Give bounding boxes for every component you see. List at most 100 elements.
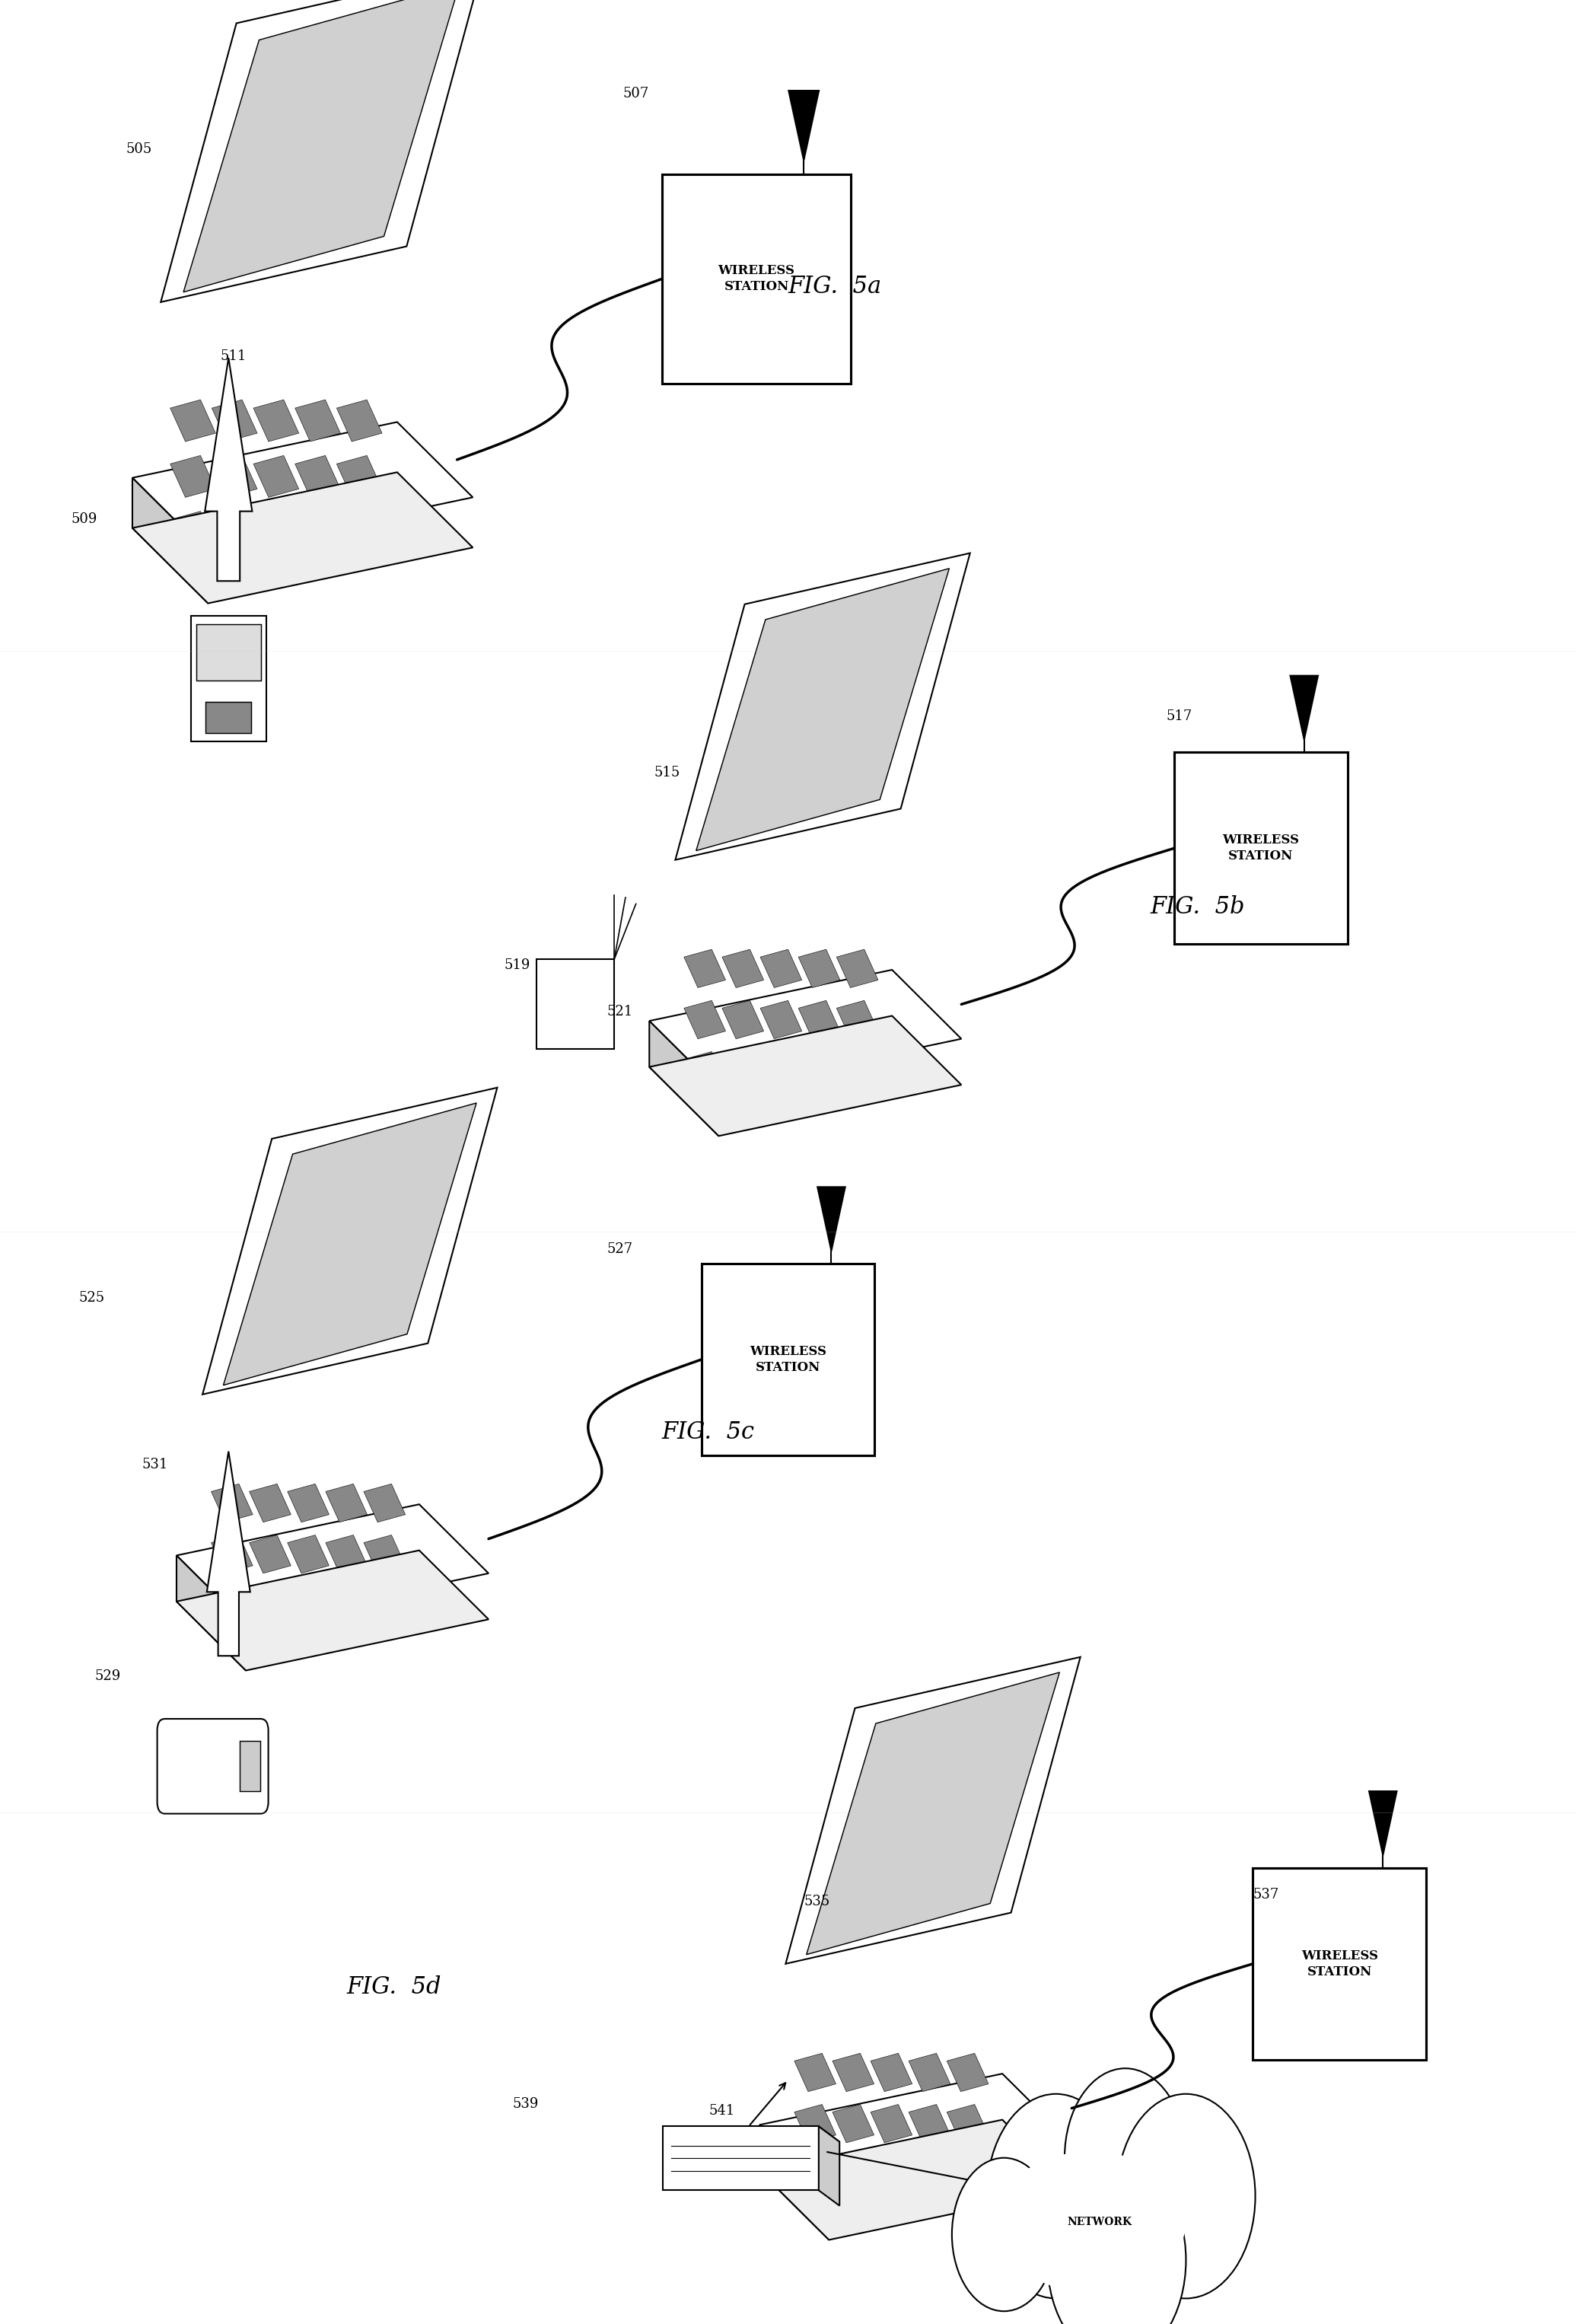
Text: 541: 541 <box>709 2103 736 2117</box>
Polygon shape <box>662 2126 840 2143</box>
Text: 509: 509 <box>71 511 98 525</box>
Polygon shape <box>870 2157 913 2194</box>
Text: 527: 527 <box>607 1241 632 1255</box>
Polygon shape <box>337 511 381 553</box>
Text: NETWORK: NETWORK <box>1067 2217 1132 2226</box>
Polygon shape <box>760 2124 829 2240</box>
Polygon shape <box>697 569 949 851</box>
Polygon shape <box>211 1585 252 1624</box>
Circle shape <box>987 2094 1125 2298</box>
Polygon shape <box>295 400 340 442</box>
Polygon shape <box>909 2106 950 2143</box>
Text: 537: 537 <box>1253 1887 1280 1901</box>
Text: WIRELESS
STATION: WIRELESS STATION <box>719 265 794 293</box>
Polygon shape <box>684 999 725 1039</box>
Polygon shape <box>202 1088 496 1394</box>
Polygon shape <box>337 400 381 442</box>
Polygon shape <box>820 2126 840 2205</box>
Polygon shape <box>837 999 878 1039</box>
Polygon shape <box>722 999 764 1039</box>
Polygon shape <box>211 1536 252 1573</box>
Text: 525: 525 <box>79 1290 104 1304</box>
Polygon shape <box>1370 1792 1396 1855</box>
Polygon shape <box>177 1550 489 1671</box>
Polygon shape <box>909 2157 950 2194</box>
Polygon shape <box>832 2157 875 2194</box>
Polygon shape <box>211 511 257 553</box>
Polygon shape <box>364 1483 405 1522</box>
Polygon shape <box>794 2106 835 2143</box>
Text: 539: 539 <box>512 2096 539 2110</box>
Polygon shape <box>254 511 299 553</box>
Polygon shape <box>837 951 878 988</box>
Circle shape <box>952 2157 1056 2310</box>
Polygon shape <box>364 1536 405 1573</box>
Circle shape <box>1116 2094 1254 2298</box>
Polygon shape <box>177 1504 489 1624</box>
Bar <box>206 702 251 732</box>
Polygon shape <box>947 2054 988 2092</box>
Polygon shape <box>224 1104 476 1385</box>
Polygon shape <box>684 951 725 988</box>
Polygon shape <box>760 2073 1072 2194</box>
Text: FIG.  5d: FIG. 5d <box>347 1975 441 1999</box>
Polygon shape <box>760 951 802 988</box>
Polygon shape <box>161 0 482 302</box>
Polygon shape <box>326 1483 367 1522</box>
Polygon shape <box>211 400 257 442</box>
Polygon shape <box>206 1450 251 1655</box>
Polygon shape <box>649 1020 719 1136</box>
Text: WIRELESS
STATION: WIRELESS STATION <box>1223 834 1299 862</box>
FancyBboxPatch shape <box>1253 1868 1426 2059</box>
Polygon shape <box>287 1483 329 1522</box>
Polygon shape <box>788 91 820 160</box>
Circle shape <box>1065 2068 1187 2247</box>
Polygon shape <box>254 456 299 497</box>
Polygon shape <box>649 1016 961 1136</box>
Text: 521: 521 <box>607 1004 634 1018</box>
Polygon shape <box>837 1050 878 1090</box>
Text: WIRELESS
STATION: WIRELESS STATION <box>1302 1950 1377 1978</box>
Polygon shape <box>170 456 216 497</box>
Text: 535: 535 <box>804 1894 831 1908</box>
Polygon shape <box>1291 676 1318 739</box>
Text: FIG.  5c: FIG. 5c <box>662 1420 755 1443</box>
Polygon shape <box>249 1483 292 1522</box>
Polygon shape <box>170 400 216 442</box>
Polygon shape <box>132 479 208 604</box>
Text: 543: 543 <box>1150 2236 1177 2250</box>
Polygon shape <box>760 1050 802 1090</box>
Polygon shape <box>799 1050 840 1090</box>
Polygon shape <box>249 1536 292 1573</box>
Polygon shape <box>170 511 216 553</box>
Text: FIG.  5a: FIG. 5a <box>788 274 881 297</box>
Polygon shape <box>649 969 961 1090</box>
FancyBboxPatch shape <box>701 1264 875 1455</box>
Polygon shape <box>947 2106 988 2143</box>
Polygon shape <box>287 1536 329 1573</box>
Text: 519: 519 <box>504 957 531 971</box>
Polygon shape <box>870 2054 913 2092</box>
Text: 515: 515 <box>654 765 681 779</box>
Polygon shape <box>132 472 473 604</box>
Polygon shape <box>870 2106 913 2143</box>
Polygon shape <box>794 2054 835 2092</box>
Polygon shape <box>807 1673 1059 1954</box>
Polygon shape <box>662 2126 820 2189</box>
Polygon shape <box>799 951 840 988</box>
Polygon shape <box>211 1483 252 1522</box>
Polygon shape <box>211 456 257 497</box>
Text: 531: 531 <box>142 1457 169 1471</box>
Polygon shape <box>295 511 340 553</box>
Polygon shape <box>832 2054 875 2092</box>
Polygon shape <box>364 1585 405 1624</box>
Polygon shape <box>295 456 340 497</box>
Polygon shape <box>254 400 299 442</box>
Text: 517: 517 <box>1166 709 1193 723</box>
Polygon shape <box>799 999 840 1039</box>
Polygon shape <box>183 0 460 293</box>
Polygon shape <box>326 1536 367 1573</box>
Polygon shape <box>337 456 381 497</box>
FancyBboxPatch shape <box>662 174 851 383</box>
Polygon shape <box>794 2157 835 2194</box>
